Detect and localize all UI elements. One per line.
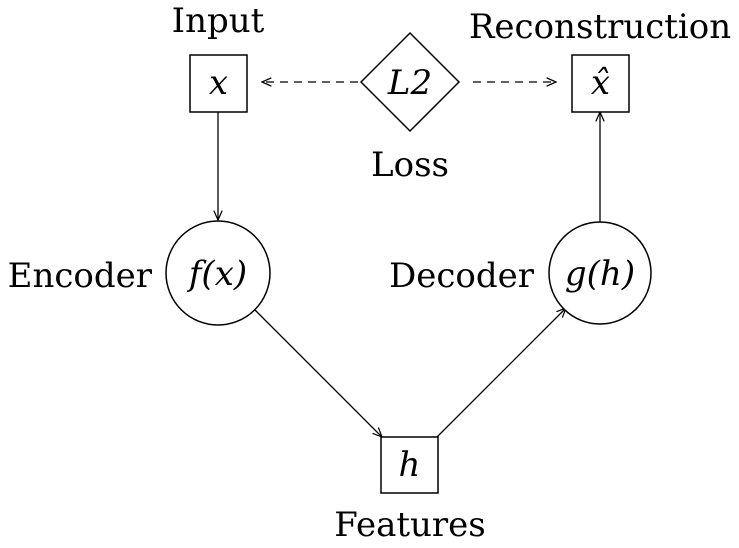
- loss-diamond: [359, 31, 461, 133]
- loss-label: Loss: [371, 145, 449, 185]
- features-symbol: h: [399, 445, 421, 485]
- reconstruction-box: [571, 54, 630, 113]
- node-loss: L2 Loss: [359, 31, 461, 185]
- node-reconstruction: x̂ Reconstruction: [469, 7, 731, 113]
- edge-encoder-to-features: [254, 309, 382, 437]
- node-encoder: f(x) Encoder: [8, 220, 271, 326]
- reconstruction-symbol: x̂: [591, 63, 610, 103]
- input-symbol: x: [209, 63, 228, 103]
- encoder-label: Encoder: [8, 256, 153, 296]
- loss-symbol: L2: [387, 63, 432, 103]
- input-label: Input: [172, 1, 265, 41]
- reconstruction-label: Reconstruction: [469, 7, 731, 47]
- encoder-circle: [165, 220, 271, 326]
- node-features: h Features: [334, 436, 486, 545]
- decoder-circle: [548, 221, 652, 325]
- encoder-symbol: f(x): [186, 254, 247, 294]
- decoder-symbol: g(h): [565, 254, 635, 294]
- features-box: [380, 436, 439, 494]
- node-decoder: g(h) Decoder: [389, 221, 652, 325]
- edge-features-to-decoder: [436, 308, 566, 438]
- features-label: Features: [334, 505, 486, 545]
- input-box: [189, 54, 248, 113]
- decoder-label: Decoder: [389, 256, 535, 296]
- node-input: x Input: [172, 1, 265, 113]
